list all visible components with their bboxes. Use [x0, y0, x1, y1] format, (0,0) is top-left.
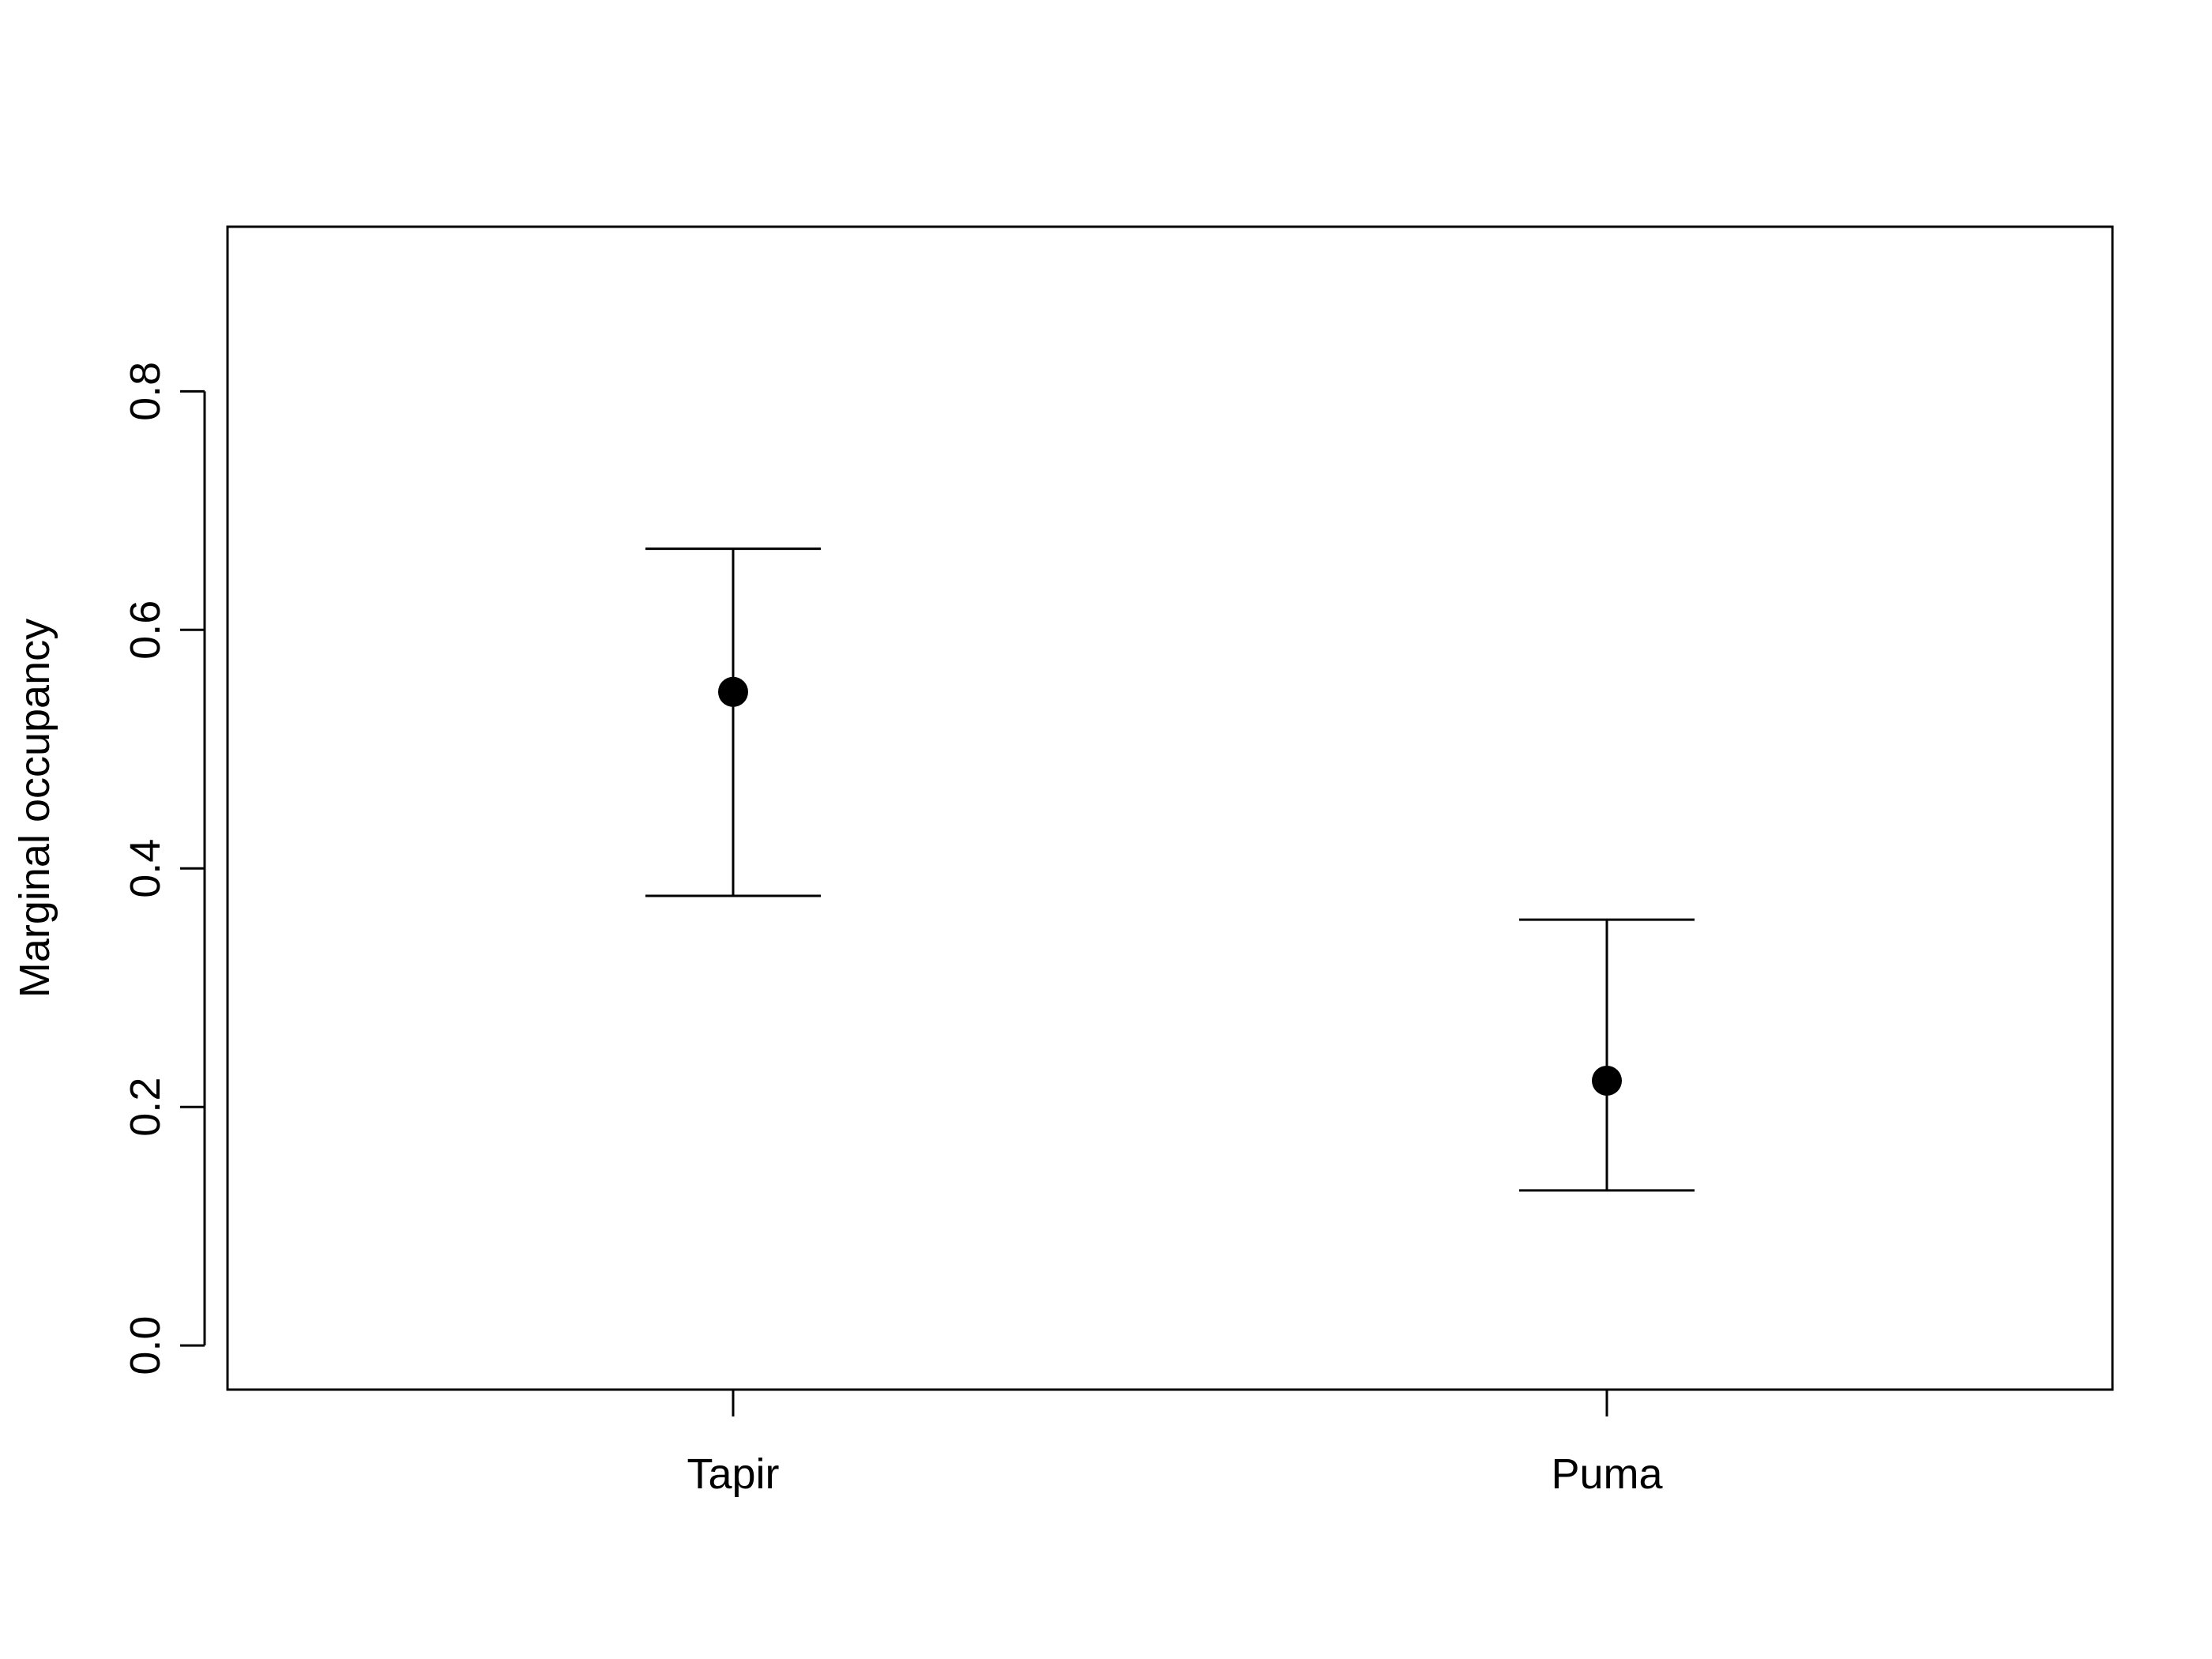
- y-tick-label-4: 0.8: [122, 362, 169, 421]
- y-tick-label-0: 0.0: [122, 1316, 169, 1375]
- y-axis-label: Marginal occupancy: [11, 619, 58, 998]
- data-marks: [645, 547, 1695, 1192]
- y-tick-label-3: 0.6: [122, 600, 169, 660]
- y-tick-label-2: 0.4: [122, 839, 169, 898]
- point-tapir: [718, 676, 748, 707]
- x-axis: Tapir Puma: [687, 1390, 1663, 1498]
- x-tick-label-tapir: Tapir: [687, 1450, 779, 1498]
- point-puma: [1592, 1065, 1622, 1096]
- plot-frame: [226, 225, 2114, 1391]
- y-axis: 0.0 0.2 0.4 0.6 0.8: [122, 362, 206, 1375]
- x-tick-label-puma: Puma: [1551, 1450, 1663, 1498]
- y-tick-label-1: 0.2: [122, 1078, 169, 1137]
